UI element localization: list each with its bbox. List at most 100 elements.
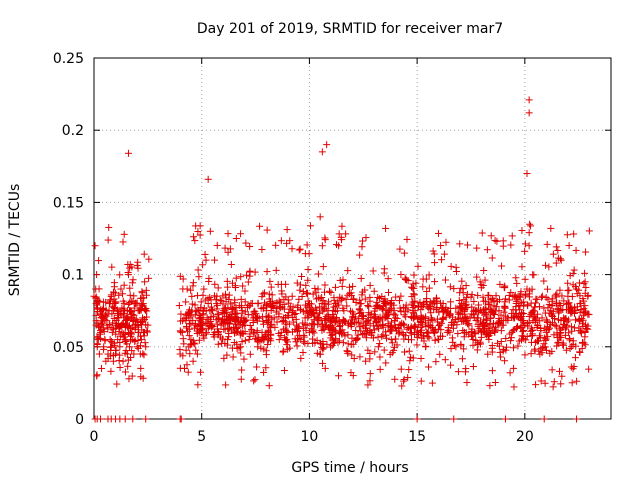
data-point (223, 277, 231, 285)
data-point (266, 277, 274, 285)
data-point (265, 295, 273, 303)
data-point (413, 341, 421, 349)
data-point (474, 291, 482, 299)
y-tick-label: 0.2 (62, 123, 84, 139)
data-point (316, 213, 324, 221)
data-point (423, 329, 431, 337)
data-point (492, 292, 500, 300)
data-point (311, 284, 319, 292)
data-point (519, 328, 527, 336)
data-point (284, 345, 292, 353)
data-point (456, 289, 464, 297)
data-point (309, 320, 317, 328)
data-point (525, 229, 533, 237)
data-point (514, 342, 522, 350)
data-point (202, 319, 210, 327)
data-point (122, 337, 130, 345)
data-point (177, 310, 185, 318)
data-point (301, 250, 309, 258)
data-point (345, 290, 353, 298)
data-point (429, 247, 437, 255)
data-point (335, 230, 343, 238)
data-point (412, 279, 420, 287)
data-point (189, 337, 197, 345)
data-point (409, 304, 417, 312)
data-point (224, 230, 232, 238)
data-point (182, 346, 190, 354)
data-point (209, 331, 217, 339)
data-point (207, 296, 215, 304)
data-point (214, 284, 222, 292)
data-point (581, 269, 589, 277)
data-point (425, 334, 433, 342)
data-point (206, 227, 214, 235)
data-point (273, 318, 281, 326)
data-point (314, 321, 322, 329)
data-point (366, 377, 374, 385)
data-point (527, 327, 535, 335)
data-point (316, 350, 324, 358)
data-point (122, 317, 130, 325)
data-point (251, 268, 259, 276)
data-point (226, 324, 234, 332)
data-point (344, 348, 352, 356)
data-point (554, 254, 562, 262)
data-point (527, 350, 535, 358)
data-point (319, 359, 327, 367)
data-point (319, 263, 327, 271)
data-point (521, 247, 529, 255)
data-point (434, 229, 442, 237)
data-point (139, 350, 147, 358)
data-point (338, 282, 346, 290)
data-point (353, 335, 361, 343)
data-point (480, 322, 488, 330)
data-point (489, 308, 497, 316)
data-point (258, 293, 266, 301)
data-point (473, 244, 481, 252)
data-point (509, 306, 517, 314)
axis-ticks: 0 0.05 0.1 0.15 0.2 0.25 0 5 10 15 20 (53, 51, 611, 445)
data-point (288, 314, 296, 322)
data-point (232, 274, 240, 282)
data-point (284, 312, 292, 320)
data-point (140, 351, 148, 359)
data-point (397, 271, 405, 279)
data-point (433, 303, 441, 311)
data-point (288, 245, 296, 253)
data-point (191, 237, 199, 245)
data-point (468, 332, 476, 340)
zero-data-point (573, 415, 581, 423)
data-point (364, 381, 372, 389)
data-point (220, 354, 228, 362)
data-point (128, 372, 136, 380)
data-point (104, 325, 112, 333)
data-point (500, 283, 508, 291)
data-point (128, 279, 136, 287)
data-point (552, 291, 560, 299)
data-point (469, 341, 477, 349)
data-point (143, 328, 151, 336)
data-point (531, 345, 539, 353)
data-point (391, 311, 399, 319)
data-point (187, 286, 195, 294)
data-point (237, 318, 245, 326)
data-point (262, 364, 270, 372)
data-point (241, 317, 249, 325)
data-point (282, 293, 290, 301)
data-point (207, 303, 215, 311)
data-point (283, 320, 291, 328)
data-point (545, 309, 553, 317)
data-point (276, 298, 284, 306)
data-point (108, 328, 116, 336)
data-point (134, 336, 142, 344)
data-point (538, 293, 546, 301)
data-point (321, 364, 329, 372)
data-point (194, 381, 202, 389)
data-point (295, 295, 303, 303)
data-point (565, 286, 573, 294)
data-point (110, 314, 118, 322)
data-point (575, 286, 583, 294)
data-point (137, 305, 145, 313)
data-point (319, 296, 327, 304)
data-point (476, 325, 484, 333)
